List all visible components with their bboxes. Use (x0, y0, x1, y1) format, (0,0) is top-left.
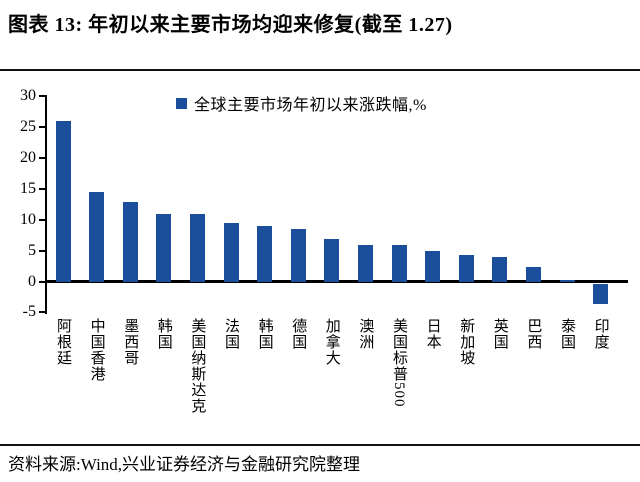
x-axis-label: 泰国 (559, 318, 575, 350)
y-axis-label: 10 (20, 210, 36, 228)
y-axis-tick (39, 187, 46, 190)
y-axis-tick (39, 218, 46, 221)
x-axis-label: 墨西哥 (122, 318, 139, 366)
x-axis-label: 加拿大 (323, 318, 340, 366)
y-axis-line (45, 95, 47, 314)
bar (89, 191, 105, 282)
bar (257, 225, 273, 282)
y-axis-label: 0 (28, 272, 36, 290)
legend-marker-icon (176, 97, 187, 109)
bar (492, 256, 508, 282)
x-axis-label: 英国 (491, 318, 508, 350)
x-axis-label: 新加坡 (458, 318, 475, 366)
bar (425, 250, 441, 282)
y-axis-tick (39, 94, 46, 97)
bar (55, 120, 71, 282)
bar (559, 279, 575, 282)
y-axis-tick (39, 311, 46, 314)
bar (122, 201, 138, 282)
x-axis-label: 美国标普500 (391, 318, 407, 408)
x-axis-label: 澳洲 (357, 318, 374, 350)
y-axis-label: 20 (20, 148, 36, 166)
bar-chart: 全球主要市场年初以来涨跌幅,% 30 25 20 15 10 5 0 -5 阿根廷 中国香港 墨西哥… (0, 85, 640, 445)
bar (458, 254, 474, 282)
source-divider (0, 444, 640, 446)
bar (391, 244, 407, 282)
legend: 全球主要市场年初以来涨跌幅,% (176, 91, 427, 115)
x-axis-label: 法国 (223, 318, 239, 350)
bar (593, 283, 609, 304)
x-axis-label: 巴西 (525, 318, 542, 350)
y-axis-tick (39, 280, 46, 283)
x-axis-label: 中国香港 (88, 318, 105, 382)
title-divider (0, 69, 640, 71)
x-axis-label: 印度 (592, 318, 609, 350)
x-axis-label: 德国 (290, 318, 307, 350)
y-axis-label: 25 (20, 117, 36, 135)
y-axis-tick (39, 156, 46, 159)
y-axis-tick (39, 125, 46, 128)
x-axis-label: 韩国 (256, 318, 273, 350)
y-axis-label: 15 (20, 179, 36, 197)
bar (290, 228, 306, 282)
bar (324, 238, 340, 282)
bar (357, 244, 373, 282)
x-axis-label: 美国纳斯达克 (189, 318, 206, 414)
figure-title: 图表 13: 年初以来主要市场均迎来修复(截至 1.27) (8, 14, 453, 36)
y-axis-label: -5 (22, 303, 36, 321)
x-axis-label: 韩国 (155, 318, 172, 350)
x-axis-zero-line (45, 280, 628, 283)
y-axis-tick (39, 249, 46, 252)
bar (223, 222, 239, 282)
x-axis-label: 日本 (424, 318, 441, 350)
bar (525, 266, 541, 282)
bar (189, 213, 205, 282)
source-note: 资料来源:Wind,兴业证券经济与金融研究院整理 (8, 455, 361, 474)
legend-label: 全球主要市场年初以来涨跌幅,% (194, 97, 427, 114)
x-axis-label: 阿根廷 (55, 318, 71, 366)
bar (156, 213, 172, 282)
y-axis-label: 30 (20, 86, 36, 104)
y-axis-label: 5 (28, 241, 36, 259)
